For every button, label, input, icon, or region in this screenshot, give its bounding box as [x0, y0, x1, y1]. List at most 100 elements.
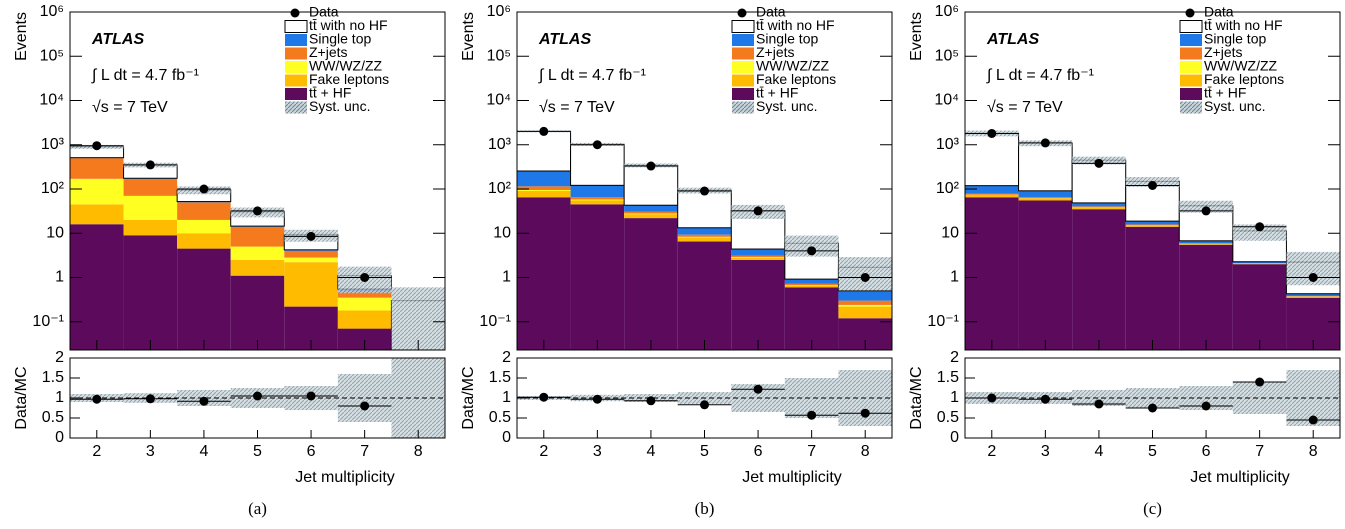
x-tick-label: 5: [1148, 443, 1157, 460]
stack-segment: [284, 257, 338, 263]
stack-segment: [123, 219, 178, 236]
stack-segment: [731, 249, 785, 256]
y-axis-label: Events: [13, 12, 30, 61]
stack-segment: [1179, 243, 1233, 244]
stack-segment: [677, 241, 732, 350]
stack-segment: [1179, 244, 1233, 350]
data-point: [1308, 273, 1318, 283]
stack-segment: [70, 158, 124, 179]
ratio-syst-band: [1072, 390, 1126, 406]
stack-segment: [123, 178, 178, 196]
x-tick-label: 3: [1041, 443, 1050, 460]
stack-segment: [1018, 142, 1073, 192]
lumi-label: ∫ L dt = 4.7 fb⁻¹: [538, 67, 646, 84]
stack-segment: [838, 290, 892, 301]
y-axis-label: Events: [908, 12, 925, 61]
stack-segment: [677, 237, 732, 242]
ratio-y-tick-label: 0: [502, 429, 511, 446]
y-tick-label: 1: [950, 269, 959, 286]
stack-segment: [623, 164, 679, 206]
ratio-point: [145, 394, 155, 404]
data-point: [306, 231, 316, 241]
data-point: [987, 128, 997, 138]
atlas-label: ATLAS: [91, 31, 144, 48]
x-tick-label: 8: [1309, 443, 1318, 460]
ratio-y-tick-label: 0: [55, 429, 64, 446]
ratio-y-tick-label: 2: [55, 349, 64, 366]
ratio-point: [753, 384, 763, 394]
legend-swatch: [284, 20, 308, 33]
ratio-y-tick-label: 0.5: [489, 409, 511, 426]
stack-segment: [1286, 296, 1340, 297]
stack-segment: [624, 211, 678, 214]
stack-segment: [337, 328, 392, 350]
legend-label: Z+jets: [756, 44, 795, 60]
y-tick-label: 10³: [936, 136, 960, 153]
stack-segment: [230, 275, 285, 350]
legend-swatch: [285, 47, 307, 60]
ratio-point: [1201, 401, 1211, 411]
y-tick-label: 10³: [488, 136, 512, 153]
stack-segment: [1072, 209, 1126, 350]
x-tick-label: 4: [1094, 443, 1103, 460]
y-axis-label: Events: [460, 12, 477, 61]
legend-swatch: [732, 88, 754, 100]
stack-segment: [1232, 261, 1287, 264]
x-tick-label: 3: [593, 443, 602, 460]
energy-label: √s = 7 TeV: [539, 99, 615, 116]
stack-segment: [624, 205, 678, 212]
stack-segment: [517, 171, 571, 187]
ratio-y-axis-label: Data/MC: [460, 366, 477, 429]
legend-label: Single top: [1204, 31, 1266, 47]
ratio-point: [860, 408, 870, 418]
stack-segment: [731, 255, 785, 258]
stack-segment: [337, 310, 392, 329]
x-tick-label: 8: [414, 443, 423, 460]
data-point: [700, 186, 709, 196]
legend-swatch: [285, 101, 307, 114]
stack-segment: [784, 285, 839, 286]
x-tick-label: 5: [253, 443, 262, 460]
x-axis-label: Jet multiplicity: [295, 469, 395, 486]
stack-segment: [123, 195, 178, 220]
lumi-label: ∫ L dt = 4.7 fb⁻¹: [91, 67, 199, 84]
data-point: [1040, 138, 1050, 148]
ratio-y-tick-label: 1.5: [937, 369, 959, 386]
stack-segment: [1286, 297, 1340, 298]
stack-segment: [570, 143, 625, 186]
stack-segment: [230, 226, 285, 247]
legend-swatch: [732, 47, 754, 60]
stack-segment: [624, 218, 678, 350]
stack-segment: [1179, 240, 1233, 244]
legend-label: tt̄ with no HF: [756, 17, 835, 33]
legend-label: tt̄ with no HF: [309, 17, 388, 33]
stack-segment: [965, 197, 1019, 350]
ratio-point: [700, 400, 709, 410]
x-tick-label: 2: [539, 443, 548, 460]
data-point: [592, 140, 602, 150]
stack-segment: [570, 185, 625, 197]
data-point: [753, 206, 763, 216]
energy-label: √s = 7 TeV: [987, 99, 1063, 116]
stack-segment: [964, 132, 1020, 187]
syst-band: [391, 287, 445, 350]
legend-label: Z+jets: [309, 44, 348, 60]
ratio-point: [807, 410, 817, 420]
ratio-y-tick-label: 2: [502, 349, 511, 366]
y-tick-label: 10⁴: [486, 92, 511, 109]
y-tick-label: 10⁻¹: [479, 313, 511, 330]
legend-label: WW/WZ/ZZ: [1204, 58, 1278, 74]
y-tick-label: 10⁴: [39, 92, 64, 109]
data-point: [253, 206, 262, 216]
y-tick-label: 10²: [41, 180, 65, 197]
ratio-point: [592, 394, 602, 404]
legend-label: Fake leptons: [756, 71, 836, 87]
data-point: [1148, 180, 1157, 190]
stack-segment: [838, 304, 892, 307]
stack-segment: [1125, 221, 1180, 225]
legend-label: Data: [309, 4, 339, 20]
stack-segment: [838, 300, 892, 305]
stack-segment: [284, 250, 338, 258]
stack-segment: [70, 204, 124, 225]
stack-segment: [624, 213, 678, 215]
